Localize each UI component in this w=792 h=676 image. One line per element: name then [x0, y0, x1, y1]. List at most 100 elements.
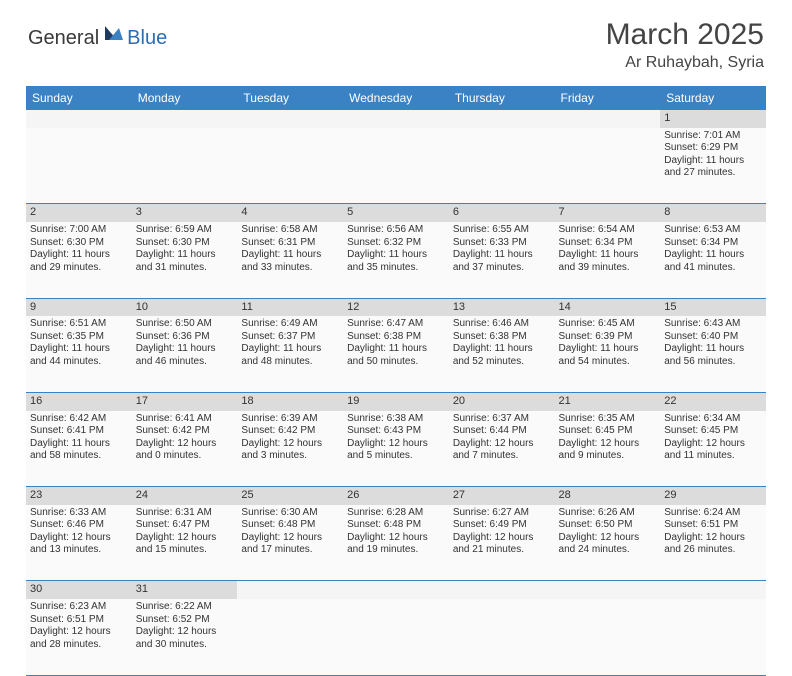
sunrise-line: Sunrise: 6:56 AM [347, 224, 445, 237]
day-number-cell: 31 [132, 581, 238, 599]
day-cell [555, 128, 661, 204]
day-header-row: Sunday Monday Tuesday Wednesday Thursday… [26, 86, 766, 110]
daylight-line: Daylight: 12 hours and 13 minutes. [30, 532, 128, 557]
sunrise-line: Sunrise: 6:47 AM [347, 318, 445, 331]
daylight-line: Daylight: 12 hours and 28 minutes. [30, 626, 128, 651]
week-row: Sunrise: 6:51 AMSunset: 6:35 PMDaylight:… [26, 316, 766, 392]
day-cell [343, 599, 449, 675]
daylight-line: Daylight: 12 hours and 11 minutes. [664, 438, 762, 463]
sunset-line: Sunset: 6:42 PM [136, 425, 234, 438]
day-number-cell: 18 [237, 392, 343, 410]
sunset-line: Sunset: 6:42 PM [241, 425, 339, 438]
day-header: Wednesday [343, 86, 449, 110]
daylight-line: Daylight: 11 hours and 48 minutes. [241, 343, 339, 368]
daylight-line: Daylight: 11 hours and 58 minutes. [30, 438, 128, 463]
sunrise-line: Sunrise: 6:43 AM [664, 318, 762, 331]
day-number-cell [343, 110, 449, 128]
day-number-cell: 21 [555, 392, 661, 410]
day-cell [237, 128, 343, 204]
day-cell: Sunrise: 6:43 AMSunset: 6:40 PMDaylight:… [660, 316, 766, 392]
sunrise-line: Sunrise: 6:59 AM [136, 224, 234, 237]
sunset-line: Sunset: 6:45 PM [664, 425, 762, 438]
sunrise-line: Sunrise: 6:58 AM [241, 224, 339, 237]
daylight-line: Daylight: 11 hours and 50 minutes. [347, 343, 445, 368]
day-number-cell: 10 [132, 298, 238, 316]
day-cell: Sunrise: 6:26 AMSunset: 6:50 PMDaylight:… [555, 505, 661, 581]
day-cell [132, 128, 238, 204]
sunset-line: Sunset: 6:43 PM [347, 425, 445, 438]
day-cell: Sunrise: 6:38 AMSunset: 6:43 PMDaylight:… [343, 411, 449, 487]
logo-sail-icon [103, 24, 125, 47]
day-cell: Sunrise: 6:58 AMSunset: 6:31 PMDaylight:… [237, 222, 343, 298]
sunset-line: Sunset: 6:48 PM [241, 519, 339, 532]
daylight-line: Daylight: 11 hours and 27 minutes. [664, 155, 762, 180]
calendar-table: Sunday Monday Tuesday Wednesday Thursday… [26, 86, 766, 676]
sunrise-line: Sunrise: 6:41 AM [136, 413, 234, 426]
day-number-cell: 23 [26, 487, 132, 505]
sunrise-line: Sunrise: 7:00 AM [30, 224, 128, 237]
day-cell: Sunrise: 6:51 AMSunset: 6:35 PMDaylight:… [26, 316, 132, 392]
week-row: Sunrise: 7:01 AMSunset: 6:29 PMDaylight:… [26, 128, 766, 204]
sunset-line: Sunset: 6:37 PM [241, 331, 339, 344]
day-cell [555, 599, 661, 675]
day-number-cell [449, 110, 555, 128]
day-header: Thursday [449, 86, 555, 110]
sunset-line: Sunset: 6:38 PM [347, 331, 445, 344]
day-number-cell: 9 [26, 298, 132, 316]
sunset-line: Sunset: 6:33 PM [453, 237, 551, 250]
day-cell: Sunrise: 6:39 AMSunset: 6:42 PMDaylight:… [237, 411, 343, 487]
day-number-cell: 20 [449, 392, 555, 410]
sunset-line: Sunset: 6:44 PM [453, 425, 551, 438]
sunrise-line: Sunrise: 6:26 AM [559, 507, 657, 520]
daylight-line: Daylight: 12 hours and 9 minutes. [559, 438, 657, 463]
sunset-line: Sunset: 6:29 PM [664, 142, 762, 155]
day-cell: Sunrise: 6:49 AMSunset: 6:37 PMDaylight:… [237, 316, 343, 392]
day-number-cell [555, 581, 661, 599]
day-number-cell [132, 110, 238, 128]
day-cell: Sunrise: 6:23 AMSunset: 6:51 PMDaylight:… [26, 599, 132, 675]
daylight-line: Daylight: 12 hours and 19 minutes. [347, 532, 445, 557]
day-cell: Sunrise: 6:28 AMSunset: 6:48 PMDaylight:… [343, 505, 449, 581]
day-cell: Sunrise: 6:35 AMSunset: 6:45 PMDaylight:… [555, 411, 661, 487]
day-number-cell: 1 [660, 110, 766, 128]
day-number-cell: 17 [132, 392, 238, 410]
daylight-line: Daylight: 12 hours and 0 minutes. [136, 438, 234, 463]
sunset-line: Sunset: 6:30 PM [136, 237, 234, 250]
sunset-line: Sunset: 6:48 PM [347, 519, 445, 532]
sunset-line: Sunset: 6:32 PM [347, 237, 445, 250]
day-number-cell: 27 [449, 487, 555, 505]
logo-text-general: General [28, 27, 99, 50]
day-number-cell [449, 581, 555, 599]
day-cell: Sunrise: 6:41 AMSunset: 6:42 PMDaylight:… [132, 411, 238, 487]
sunset-line: Sunset: 6:34 PM [559, 237, 657, 250]
sunset-line: Sunset: 6:39 PM [559, 331, 657, 344]
day-number-cell [237, 110, 343, 128]
day-header: Saturday [660, 86, 766, 110]
sunrise-line: Sunrise: 6:53 AM [664, 224, 762, 237]
sunset-line: Sunset: 6:41 PM [30, 425, 128, 438]
day-number-cell: 5 [343, 204, 449, 222]
day-cell: Sunrise: 7:01 AMSunset: 6:29 PMDaylight:… [660, 128, 766, 204]
day-cell: Sunrise: 6:45 AMSunset: 6:39 PMDaylight:… [555, 316, 661, 392]
sunrise-line: Sunrise: 6:55 AM [453, 224, 551, 237]
sunrise-line: Sunrise: 6:42 AM [30, 413, 128, 426]
day-cell: Sunrise: 6:54 AMSunset: 6:34 PMDaylight:… [555, 222, 661, 298]
day-cell: Sunrise: 6:24 AMSunset: 6:51 PMDaylight:… [660, 505, 766, 581]
sunset-line: Sunset: 6:31 PM [241, 237, 339, 250]
day-cell: Sunrise: 6:50 AMSunset: 6:36 PMDaylight:… [132, 316, 238, 392]
day-number-cell: 6 [449, 204, 555, 222]
sunrise-line: Sunrise: 6:38 AM [347, 413, 445, 426]
month-title: March 2025 [606, 18, 764, 52]
sunset-line: Sunset: 6:36 PM [136, 331, 234, 344]
day-cell [26, 128, 132, 204]
sunrise-line: Sunrise: 6:51 AM [30, 318, 128, 331]
daylight-line: Daylight: 12 hours and 30 minutes. [136, 626, 234, 651]
day-cell: Sunrise: 6:34 AMSunset: 6:45 PMDaylight:… [660, 411, 766, 487]
sunset-line: Sunset: 6:45 PM [559, 425, 657, 438]
daylight-line: Daylight: 11 hours and 54 minutes. [559, 343, 657, 368]
day-cell [449, 599, 555, 675]
daylight-line: Daylight: 12 hours and 17 minutes. [241, 532, 339, 557]
day-number-cell: 4 [237, 204, 343, 222]
sunrise-line: Sunrise: 6:33 AM [30, 507, 128, 520]
day-cell [237, 599, 343, 675]
